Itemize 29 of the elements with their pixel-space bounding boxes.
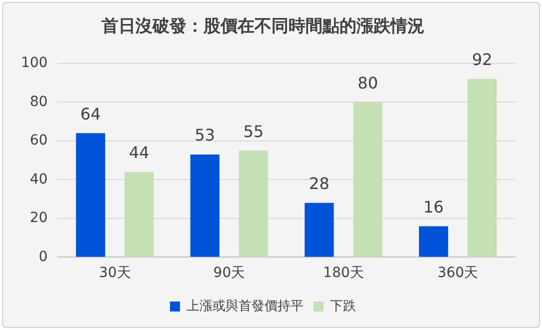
bar (238, 150, 268, 257)
data-label: 53 (194, 126, 216, 145)
y-tick-label: 80 (30, 94, 48, 110)
bar (353, 102, 382, 257)
bar (468, 78, 497, 257)
x-tick-label: 30天 (98, 265, 131, 282)
bar (304, 202, 334, 257)
x-tick-label: 90天 (213, 265, 246, 282)
y-tick-label: 100 (20, 55, 48, 72)
legend-label: 下跌 (330, 298, 356, 314)
data-label: 64 (80, 104, 101, 124)
x-tick-label: 360天 (437, 265, 478, 282)
data-label: 55 (243, 122, 264, 141)
bar (76, 133, 106, 257)
y-tick-label: 40 (30, 171, 48, 188)
legend-label: 上漲或與首發價持平 (186, 298, 304, 314)
x-tick-label: 180天 (323, 265, 364, 282)
bar (418, 226, 448, 257)
bar (124, 172, 154, 257)
data-label: 44 (128, 143, 150, 162)
y-tick-label: 20 (30, 210, 48, 226)
y-tick-label: 0 (38, 248, 48, 265)
bar (190, 154, 220, 257)
data-label: 28 (309, 174, 330, 194)
data-label: 80 (358, 73, 378, 92)
data-label: 92 (472, 50, 492, 70)
data-label: 16 (423, 197, 444, 216)
y-tick-label: 60 (30, 132, 48, 149)
chart-title: 首日沒破發：股價在不同時間點的漲跌情況 (100, 16, 424, 37)
